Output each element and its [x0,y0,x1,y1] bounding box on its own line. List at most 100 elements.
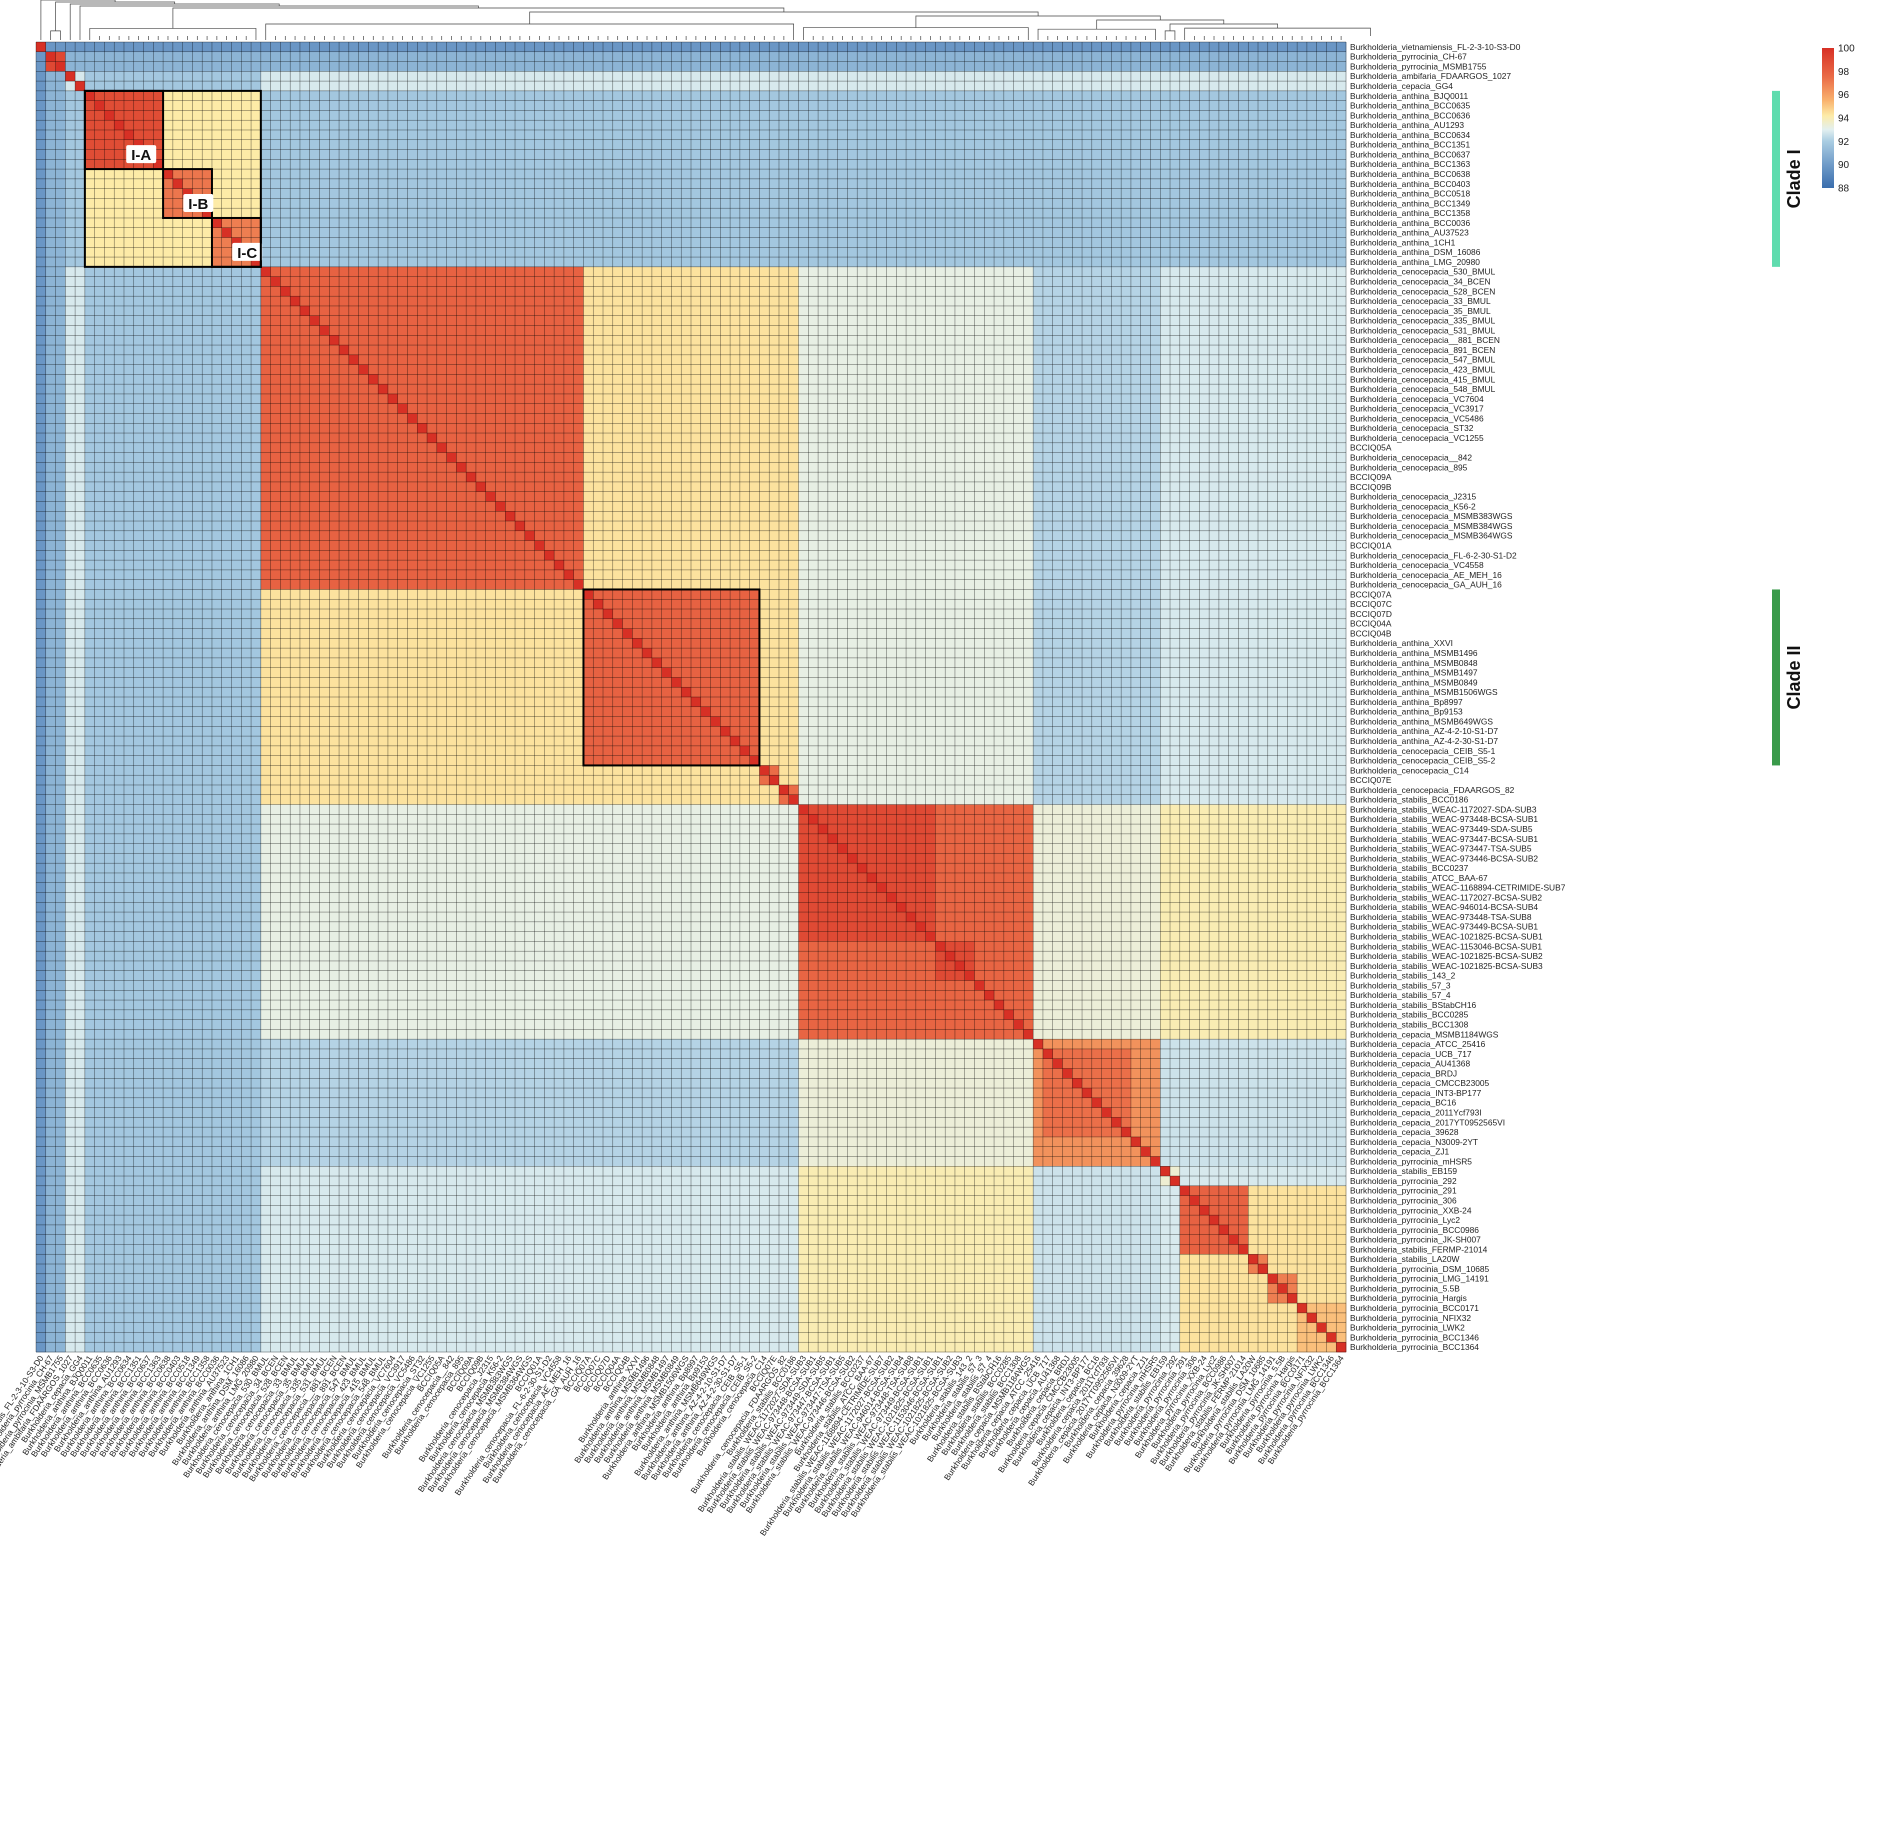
heatmap-cell [143,61,154,72]
heatmap-cell [427,51,438,62]
heatmap-cell [573,374,584,385]
heatmap-cell [75,237,86,248]
heatmap-cell [211,403,223,414]
heatmap-cell [309,305,320,317]
heatmap-cell [1082,139,1093,150]
heatmap-cell [65,42,76,53]
heatmap-cell [671,266,682,277]
heatmap-cell [1297,296,1308,307]
heatmap-cell [808,315,819,326]
heatmap-cell [603,61,614,72]
heatmap-cell [1091,384,1102,395]
heatmap-cell [202,384,213,395]
heatmap-cell [1228,90,1239,101]
heatmap-cell [681,276,692,287]
heatmap-cell [1052,393,1063,405]
heatmap-cell [65,51,76,62]
heatmap-cell [896,159,907,170]
heatmap-cell [671,208,682,219]
heatmap-cell [1091,169,1102,180]
heatmap-cell [397,393,408,405]
heatmap-cell [505,237,516,248]
heatmap-cell [681,393,692,405]
heatmap-cell [75,217,86,229]
heatmap-cell [1189,354,1200,365]
heatmap-cell [153,345,164,356]
heatmap-cell [1072,208,1083,219]
heatmap-cell [358,286,369,297]
heatmap-cell [485,198,496,209]
heatmap-cell [65,169,76,180]
heatmap-cell [915,110,926,121]
heatmap-cell [143,100,154,111]
heatmap-cell [1033,354,1044,365]
heatmap-cell [466,345,477,356]
heatmap-cell [739,159,750,170]
heatmap-cell [1052,237,1063,248]
heatmap-cell [84,159,95,170]
heatmap-cell [339,227,350,238]
heatmap-cell [954,129,966,141]
heatmap-cell [407,42,418,53]
heatmap-cell [778,286,790,297]
heatmap-cell [554,276,565,287]
heatmap-cell [808,276,819,287]
heatmap-cell [837,139,848,150]
heatmap-cell [1111,208,1122,219]
heatmap-cell [299,286,311,297]
heatmap-cell [1218,393,1229,405]
heatmap-cell [759,110,770,121]
heatmap-cell [964,149,975,160]
heatmap-cell [1150,335,1161,346]
heatmap-cell [515,208,526,219]
heatmap-cell [123,71,135,82]
heatmap-cell [241,51,252,62]
heatmap-cell [260,286,271,297]
heatmap-cell [270,247,281,258]
heatmap-cell [798,335,809,346]
heatmap-cell [1121,169,1132,180]
heatmap-cell [1258,110,1269,121]
heatmap-cell [221,169,232,180]
heatmap-cell [739,325,750,336]
heatmap-cell [505,345,516,356]
heatmap-cell [358,139,369,150]
heatmap-cell [847,325,858,336]
heatmap-cell [593,276,604,287]
heatmap-cell [583,393,594,405]
heatmap-cell [143,364,154,375]
heatmap-cell [661,120,672,131]
heatmap-cell [1189,61,1200,72]
heatmap-cell [974,315,985,326]
heatmap-cell [1306,345,1317,356]
heatmap-cell [720,296,731,307]
heatmap-cell [945,384,956,395]
heatmap-cell [906,120,917,131]
heatmap-cell [1042,208,1054,219]
heatmap-cell [182,61,193,72]
heatmap-cell [1209,61,1220,72]
heatmap-cell [691,354,702,365]
heatmap-cell [172,198,183,209]
heatmap-cell [935,305,946,317]
heatmap-cell [1277,374,1288,385]
heatmap-cell [515,169,526,180]
heatmap-cell [720,276,731,287]
heatmap-cell [143,345,154,356]
heatmap-cell [847,276,858,287]
heatmap-cell [1248,159,1259,170]
heatmap-cell [202,81,213,92]
heatmap-cell [945,159,956,170]
heatmap-cell [270,169,281,180]
heatmap-cell [583,169,594,180]
heatmap-cell [1072,384,1083,395]
heatmap-cell [329,393,340,405]
heatmap-cell [661,110,672,121]
heatmap-cell [36,81,47,92]
heatmap-cell [456,159,467,170]
heatmap-cell [583,129,594,141]
heatmap-cell [55,208,66,219]
heatmap-cell [1111,42,1122,53]
heatmap-cell [1267,315,1278,326]
heatmap-cell [954,159,966,170]
